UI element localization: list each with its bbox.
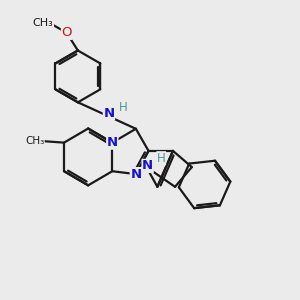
Text: N: N [142,159,153,172]
Text: N: N [103,107,115,120]
Text: CH₃: CH₃ [25,136,44,146]
Text: O: O [61,26,72,39]
Text: N: N [107,136,118,149]
Text: N: N [130,168,141,181]
Text: H: H [118,101,127,114]
Text: H: H [157,152,166,165]
Text: CH₃: CH₃ [33,17,53,28]
